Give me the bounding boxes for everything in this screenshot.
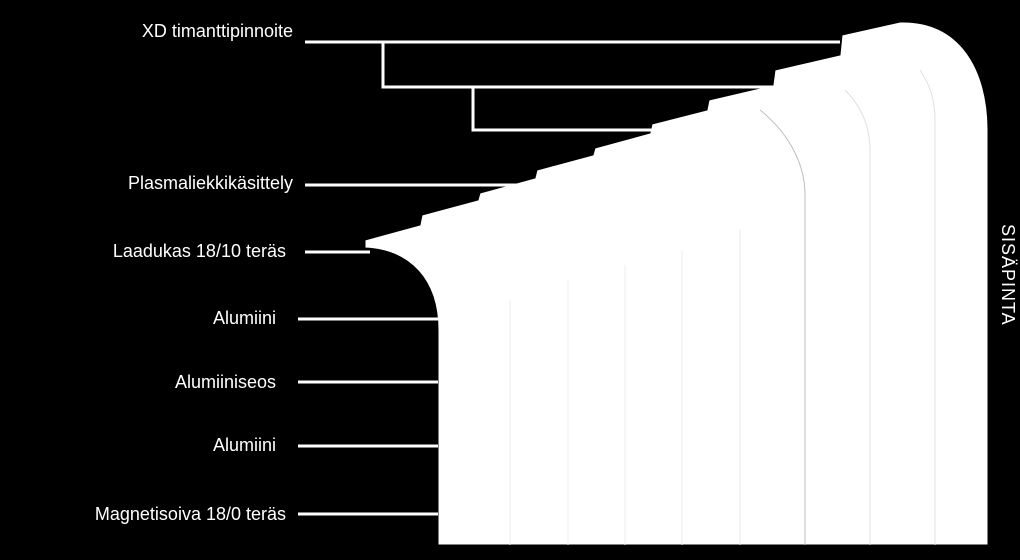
- layer-boundary: [919, 69, 936, 545]
- leader-line-bracket-2: [471, 87, 652, 132]
- layer-label-aluminium-1: Alumiini: [212, 308, 276, 328]
- layer-label-aluminium-2: Alumiini: [212, 435, 276, 455]
- layer-boundary: [759, 109, 806, 545]
- cross-section-body: [364, 21, 989, 546]
- layer-label-plasma: Plasmaliekkikäsittely: [127, 173, 293, 193]
- leader-lines: [298, 40, 840, 516]
- layer-label-alloy: Alumiiniseos: [174, 372, 276, 392]
- layer-label-steel-18-10: Laadukas 18/10 teräs: [112, 241, 286, 261]
- layer-boundary: [844, 89, 871, 545]
- layer-label-xd-coating: XD timanttipinnoite: [141, 21, 293, 41]
- layer-label-steel-18-0: Magnetisoiva 18/0 teräs: [94, 504, 286, 524]
- leader-line-bracket-1: [381, 43, 775, 89]
- side-label-inner-surface: SISÄPINTA: [998, 224, 1018, 326]
